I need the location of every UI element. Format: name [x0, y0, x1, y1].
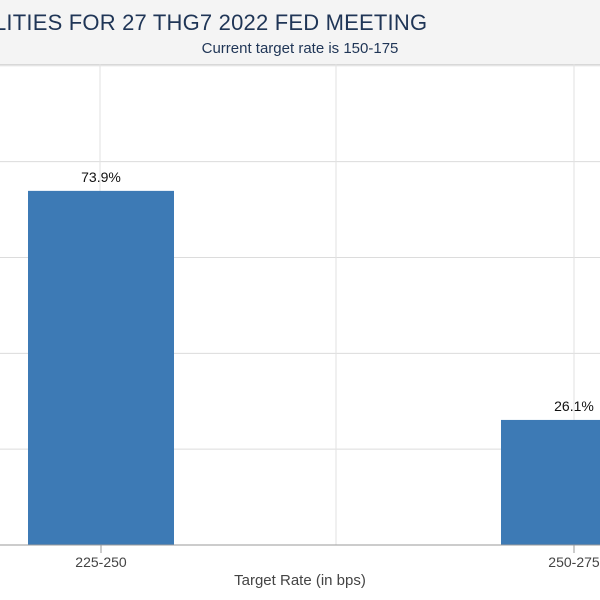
- x-axis-title: Target Rate (in bps): [234, 572, 366, 589]
- data-label: 73.9%: [81, 169, 121, 185]
- bar: [28, 190, 174, 545]
- x-tick-label: 225-250: [75, 554, 127, 570]
- chart-subtitle: Current target rate is 150-175: [201, 40, 399, 57]
- data-label: 26.1%: [554, 398, 594, 414]
- x-tick-label: 250-275: [548, 554, 600, 570]
- chart-title: LITIES FOR 27 THG7 2022 FED MEETING: [0, 10, 428, 35]
- bar: [501, 419, 600, 545]
- chart-header: LITIES FOR 27 THG7 2022 FED MEETING Curr…: [0, 0, 600, 65]
